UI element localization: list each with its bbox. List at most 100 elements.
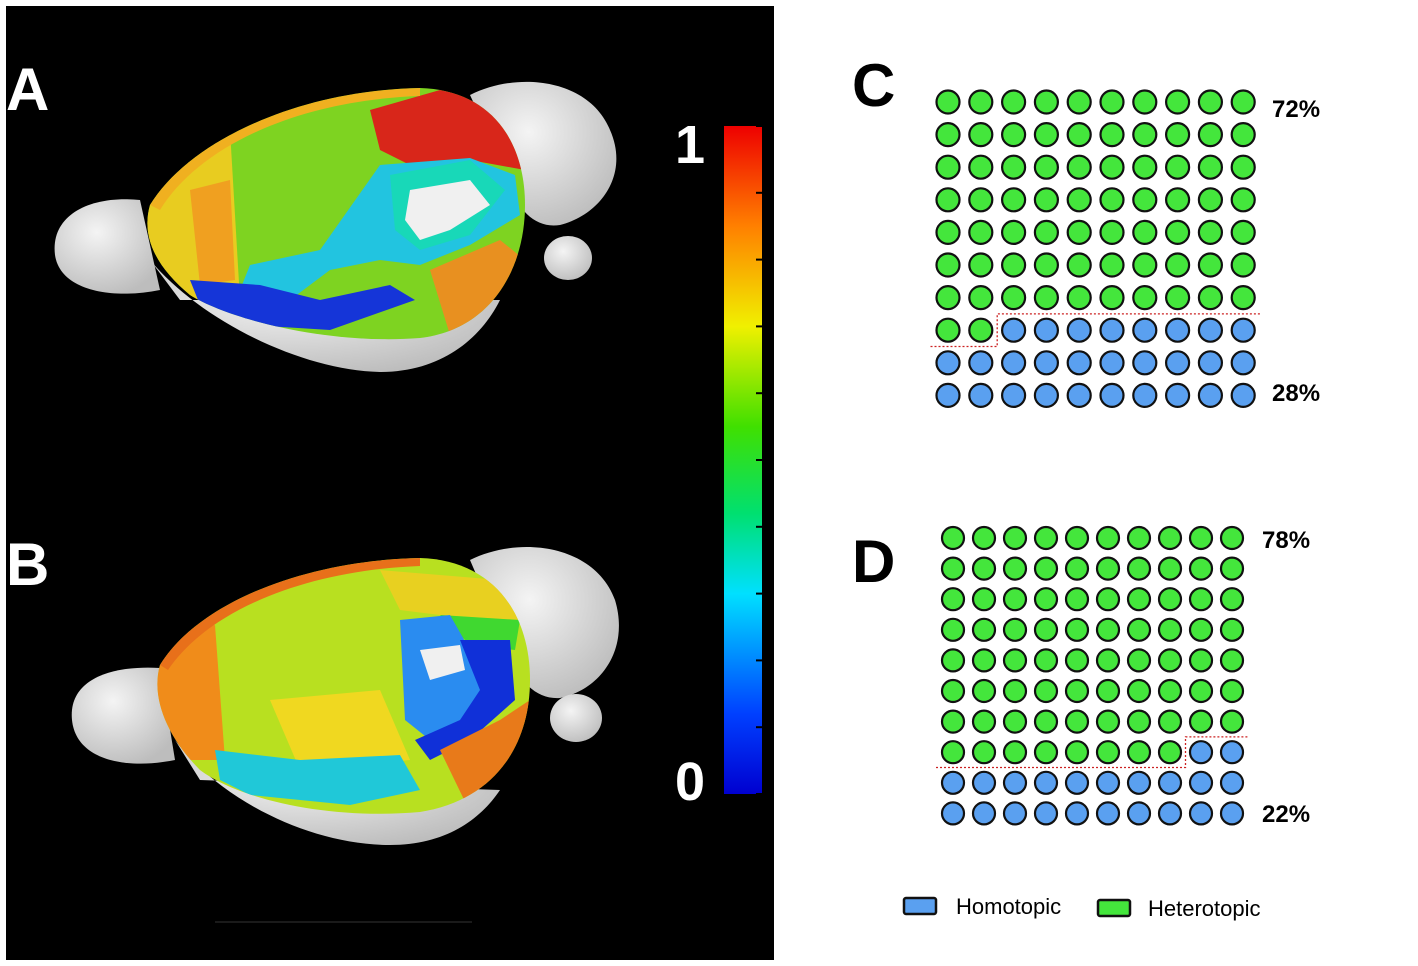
waffle-d-heterotopic-dot <box>971 648 997 673</box>
waffle-c-heterotopic-dot <box>1230 285 1256 311</box>
waffle-c-homotopic-dot <box>1033 317 1060 343</box>
waffle-c-heterotopic-dot <box>1099 285 1125 311</box>
waffle-c-heterotopic-dot <box>1099 187 1125 213</box>
waffle-c-heterotopic-dot <box>935 317 961 343</box>
region-a-rim <box>150 88 420 210</box>
waffle-c-heterotopic-dot <box>1197 187 1224 213</box>
waffle-c-heterotopic-dot <box>935 187 961 213</box>
waffle-d-homotopic-dot <box>940 770 966 795</box>
region-b-rim <box>160 558 420 670</box>
waffle-c-homotopic-dot <box>1000 350 1027 376</box>
waffle-d-heterotopic-dot <box>971 709 997 734</box>
waffle-d-heterotopic-dot <box>971 587 997 612</box>
region-b-yellow-top <box>380 570 520 620</box>
waffle-c-heterotopic-dot <box>1000 285 1027 311</box>
waffle-c-heterotopic-dot <box>1164 219 1191 245</box>
waffle-d-heterotopic-dot <box>1033 587 1059 612</box>
waffle-c-heterotopic-dot <box>1164 187 1191 213</box>
waffle-c-heterotopic-dot <box>1132 187 1158 213</box>
waffle-c-heterotopic-dot <box>1164 154 1191 180</box>
waffle-d-homotopic-dot <box>1157 770 1183 795</box>
waffle-c-homotopic-dot <box>1230 382 1256 408</box>
waffle-c-heterotopic-dot <box>1164 122 1191 148</box>
waffle-d-heterotopic-dot <box>1095 556 1121 581</box>
waffle-d-homotopic-dot <box>1002 770 1028 795</box>
waffle-d-heterotopic-dot <box>971 525 997 551</box>
waffle-d-heterotopic-dot <box>1188 587 1214 612</box>
region-b-white-patch <box>420 645 465 680</box>
waffle-d-heterotopic-dot <box>940 525 966 551</box>
waffle-d-heterotopic-dot <box>971 678 997 704</box>
waffle-c-homotopic-dot <box>1164 350 1191 376</box>
waffle-c-homotopic-dot <box>968 382 994 408</box>
waffle-d-heterotopic-dot <box>1002 678 1028 704</box>
waffle-c-heterotopic-dot <box>1066 285 1092 311</box>
waffle-d-heterotopic-dot <box>1002 525 1028 551</box>
waffle-c-separator <box>930 313 1261 348</box>
colorbar: 1 0 <box>675 115 762 812</box>
waffle-d-heterotopic-dot <box>1033 525 1059 551</box>
waffle-c-heterotopic-dot <box>1000 122 1027 148</box>
waffle-c-heterotopic-dot <box>1066 187 1092 213</box>
waffle-d-heterotopic-dot <box>1095 648 1121 673</box>
waffle-c-heterotopic-dot <box>1132 154 1158 180</box>
panel-label-a: A <box>6 56 49 123</box>
waffle-d-heterotopic-dot <box>1219 709 1245 734</box>
waffle-c-heterotopic-dot <box>968 122 994 148</box>
waffle-d-heterotopic-dot <box>1157 678 1183 704</box>
waffle-c-homotopic-dot <box>1099 317 1125 343</box>
waffle-c-heterotopic-dot <box>1066 122 1092 148</box>
waffle-c-heterotopic-dot <box>1230 187 1256 213</box>
waffle-c-homotopic-dot <box>1164 382 1191 408</box>
colorbar-min-label: 0 <box>675 752 705 812</box>
waffle-d-heterotopic-dot <box>1002 587 1028 612</box>
waffle-d-separator <box>936 736 1249 769</box>
waffle-c-heterotopic-dot <box>968 219 994 245</box>
legend-swatch-homotopic <box>902 896 938 916</box>
waffle-c-heterotopic-dot <box>1197 252 1224 278</box>
brain-b-olfactory <box>71 667 175 764</box>
waffle-d-homotopic-dot <box>1219 770 1245 795</box>
waffle-d-heterotopic-dot <box>1002 556 1028 581</box>
waffle-d-heterotopic-dot <box>1033 678 1059 704</box>
waffle-c-heterotopic-dot <box>1164 252 1191 278</box>
waffle-d-heterotopic-dot <box>1064 709 1090 734</box>
waffle-c-heterotopic-dot <box>1000 187 1027 213</box>
waffle-c-homotopic-dot <box>1066 317 1092 343</box>
panel-label-d: D <box>852 528 895 595</box>
waffle-d-homotopic-dot <box>1064 801 1090 826</box>
region-b-blue-dark <box>415 640 515 760</box>
waffle-d-heterotopic-dot <box>940 740 966 765</box>
waffle-c-heterotopic-dot <box>1132 122 1158 148</box>
waffle-d-heterotopic-dot <box>1188 648 1214 673</box>
waffle-c-heterotopic-dot <box>1230 154 1256 180</box>
waffle-c-homotopic-dot <box>935 382 961 408</box>
waffle-d-heterotopic-dot <box>971 740 997 765</box>
waffle-d-heterotopic-dot <box>971 617 997 642</box>
waffle-c-heterotopic-dot <box>1033 154 1060 180</box>
waffle-c-heterotopic-dot <box>935 154 961 180</box>
waffle-d-homotopic-dot <box>1188 801 1214 826</box>
waffle-d-homotopic-dot <box>1126 770 1152 795</box>
waffle-d-heterotopic-dot <box>1126 556 1152 581</box>
panel-label-c: C <box>852 52 895 119</box>
waffle-d-homotopic-dot <box>971 770 997 795</box>
waffle-c-homotopic-dot <box>1132 382 1158 408</box>
waffle-c-heterotopic-dot <box>1164 89 1191 115</box>
waffle-d-heterotopic-dot <box>1219 587 1245 612</box>
colorbar-ticks <box>756 125 762 795</box>
waffle-d-homotopic-dot <box>1219 740 1245 765</box>
waffle-d-heterotopic-dot <box>1157 525 1183 551</box>
brain-a-brainstem <box>544 236 592 280</box>
waffle-c-heterotopic-dot <box>1099 122 1125 148</box>
waffle-c-homotopic-dot <box>1230 350 1256 376</box>
waffle-c-homotopic-dot <box>1230 317 1256 343</box>
waffle-c-heterotopic-dot <box>1033 89 1060 115</box>
waffle-c-heterotopic-dot <box>968 89 994 115</box>
waffle-d-heterotopic-dot <box>1188 617 1214 642</box>
waffle-c-heterotopic-dot <box>968 154 994 180</box>
legend-label-heterotopic: Heterotopic <box>1148 896 1261 921</box>
waffle-c-homotopic-dot <box>1164 317 1191 343</box>
waffle-d-heterotopic-dot <box>1033 617 1059 642</box>
waffle-d-heterotopic-dot <box>1219 648 1245 673</box>
